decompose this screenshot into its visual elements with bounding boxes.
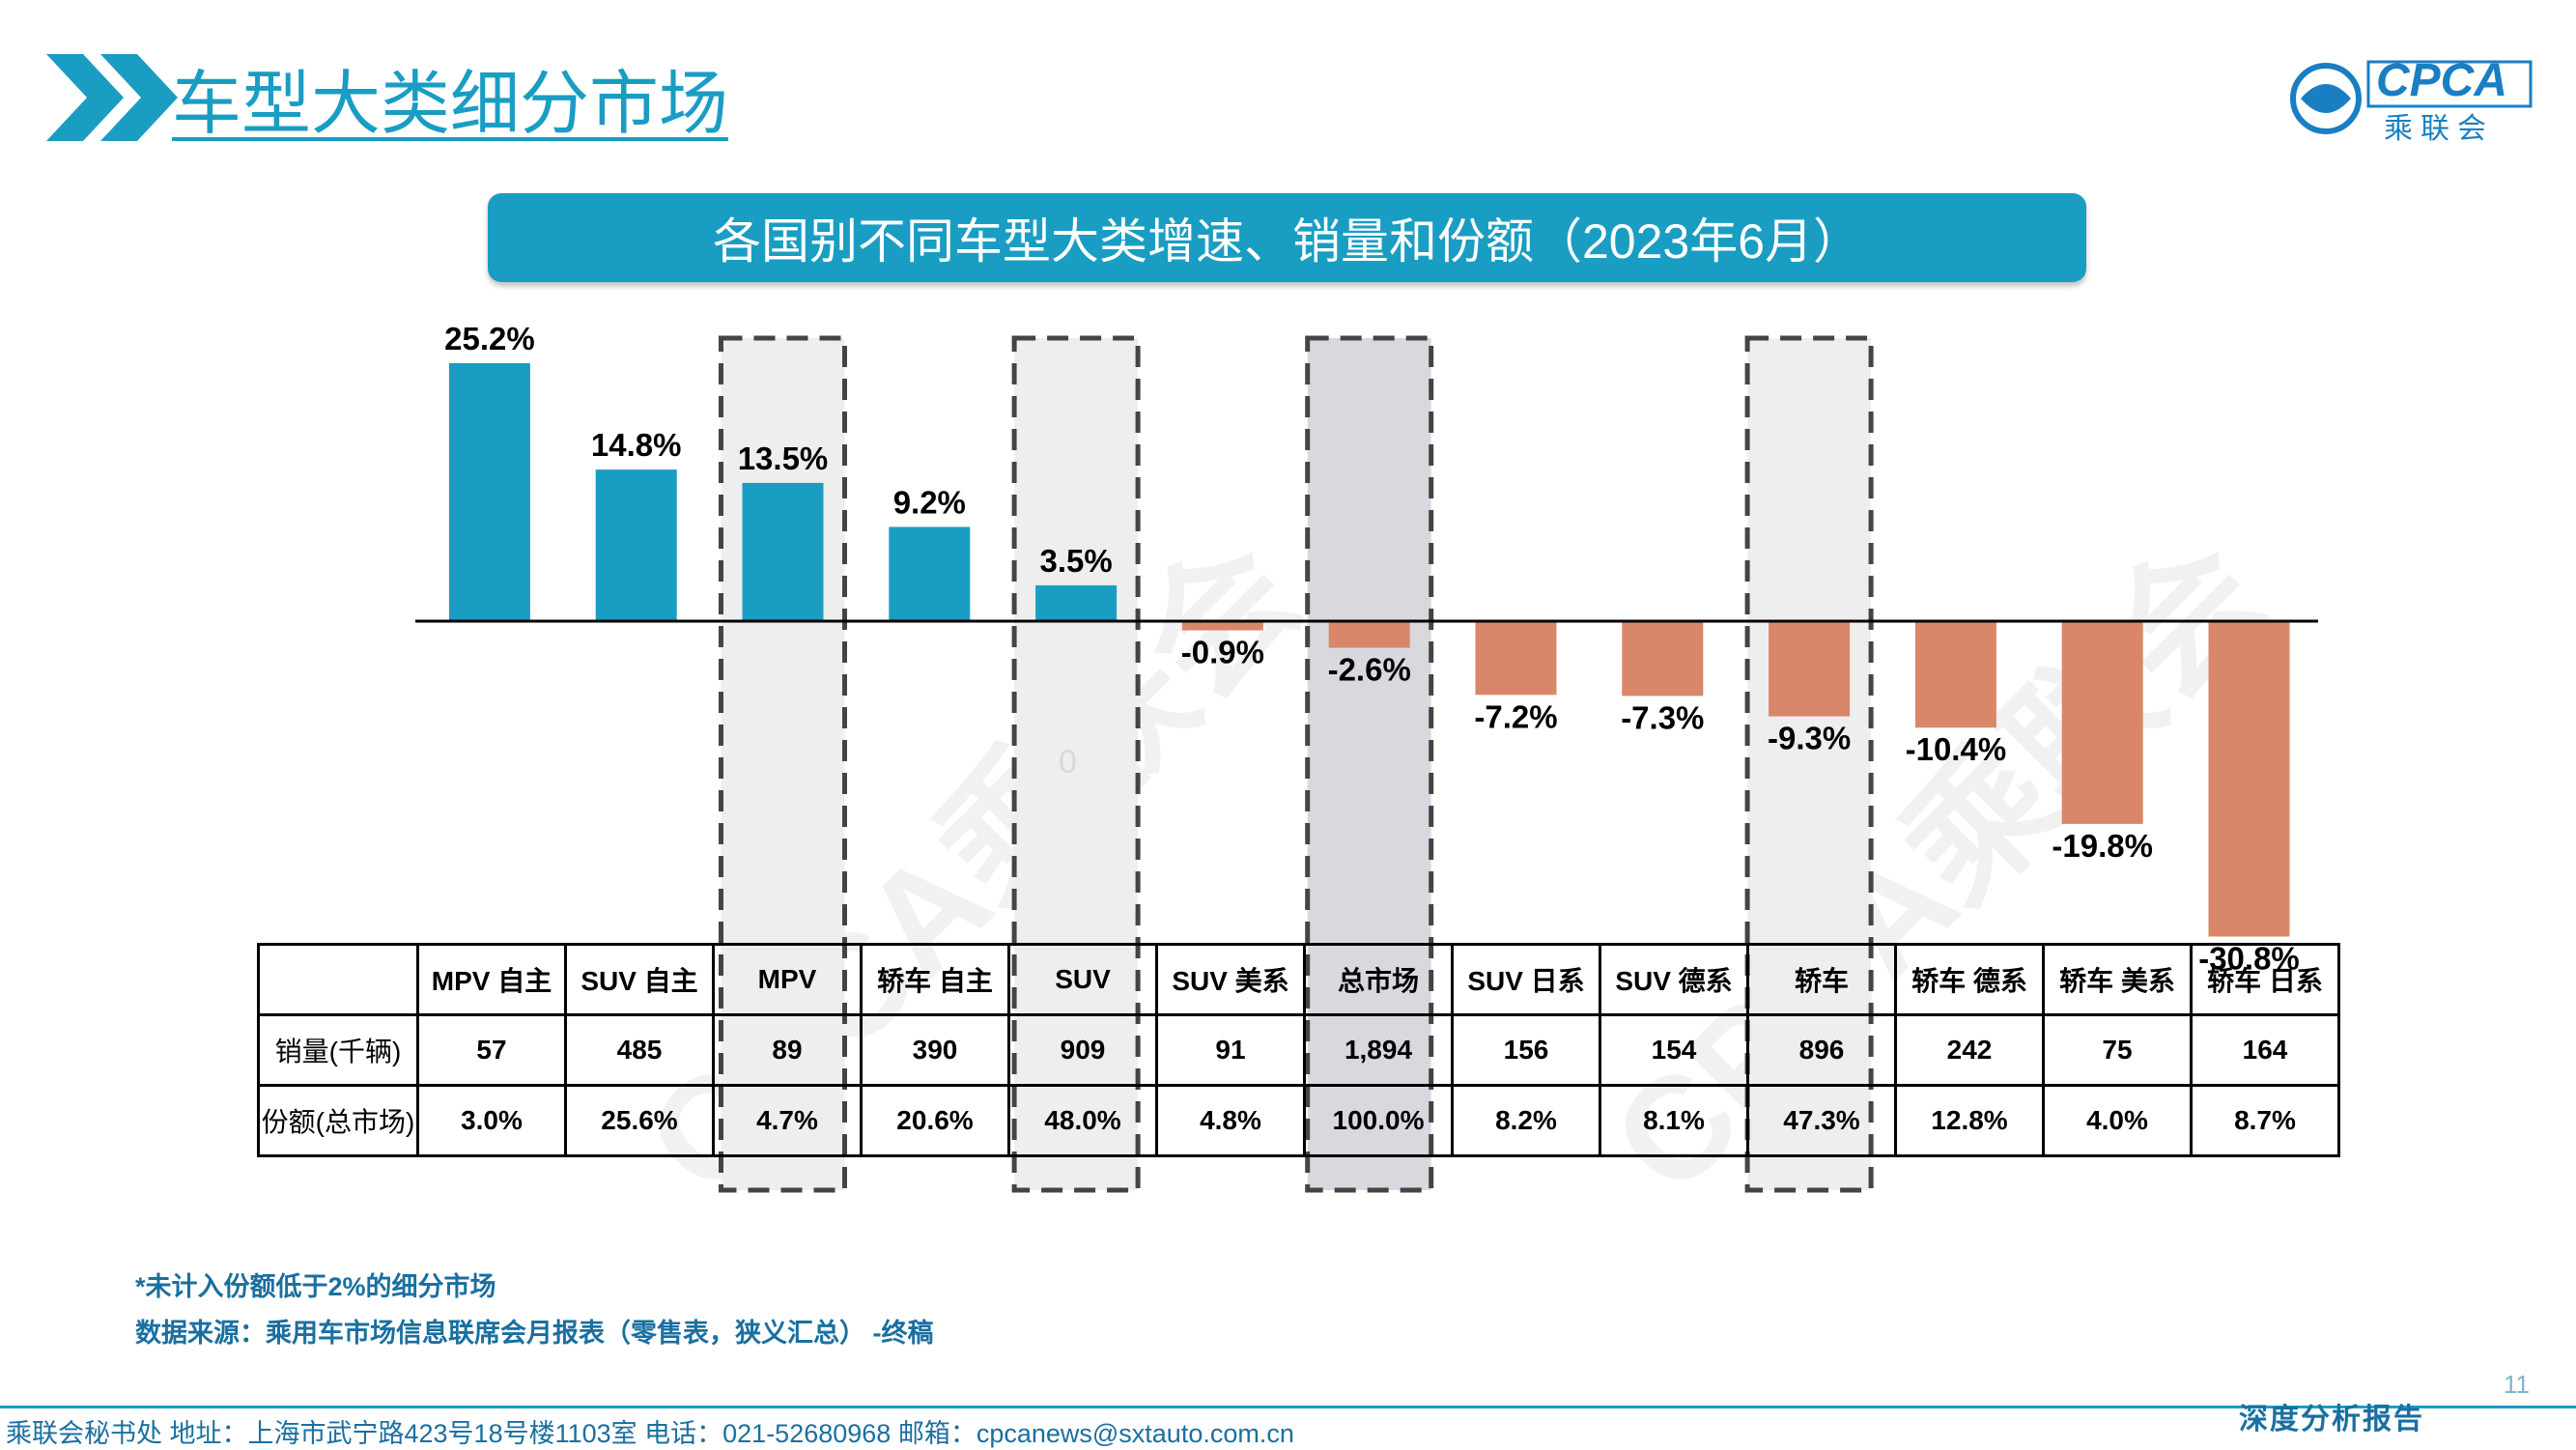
- page-number: 11: [2504, 1370, 2530, 1399]
- table-cell: 12.8%: [1894, 1084, 2045, 1157]
- table-row: 份额(总市场) 3.0% 25.6% 4.7% 20.6% 48.0% 4.8% 100.0%…: [257, 1084, 2340, 1157]
- footer-contact: 乘联会秘书处 地址：上海市武宁路423号18号楼1103室 电话：021-526…: [6, 1419, 1294, 1448]
- table-cell: 909: [1007, 1013, 1158, 1087]
- chart-banner-title: 各国别不同车型大类增速、销量和份额（2023年6月）: [488, 193, 2086, 282]
- bar: [595, 469, 677, 621]
- category-header: 轿车 美系: [2042, 943, 2193, 1016]
- data-label: -7.3%: [1621, 699, 1704, 735]
- bar: [2208, 621, 2290, 937]
- table-cell: 156: [1451, 1013, 1601, 1087]
- category-header: SUV: [1007, 943, 1158, 1016]
- data-label: -0.9%: [1181, 635, 1264, 670]
- footer-divider: [0, 1406, 2576, 1408]
- category-header: MPV 自主: [416, 943, 567, 1016]
- bar: [1622, 621, 1704, 697]
- table-cell: 8.7%: [2190, 1084, 2340, 1157]
- bar: [448, 362, 530, 621]
- category-header: SUV 德系: [1599, 943, 1749, 1016]
- table-cell: 91: [1155, 1013, 1306, 1087]
- table-cell: 154: [1599, 1013, 1749, 1087]
- table-cell: 25.6%: [564, 1084, 715, 1157]
- data-label: 9.2%: [893, 484, 966, 520]
- sales-share-table: MPV 自主 SUV 自主 MPV 轿车 自主 SUV SUV 美系 总市场 SUV 日系 SU…: [257, 943, 2340, 1157]
- table-cell: 57: [416, 1013, 567, 1087]
- table-cell: 3.0%: [416, 1084, 567, 1157]
- logo-text: CPCA: [2376, 55, 2508, 106]
- table-cell: 242: [1894, 1013, 2045, 1087]
- row-label: 销量(千辆): [257, 1013, 419, 1087]
- category-header: 轿车 德系: [1894, 943, 2045, 1016]
- bar: [742, 482, 824, 621]
- bar: [2061, 621, 2143, 824]
- table-header-row: MPV 自主 SUV 自主 MPV 轿车 自主 SUV SUV 美系 总市场 SUV 日系 SU…: [257, 943, 2340, 1016]
- data-label: -10.4%: [1906, 731, 2007, 767]
- logo-chinese-text: 乘联会: [2384, 113, 2494, 145]
- table-cell: 47.3%: [1746, 1084, 1897, 1157]
- header-blank-cell: [257, 943, 419, 1016]
- data-label: -7.2%: [1474, 698, 1557, 734]
- table-cell: 4.8%: [1155, 1084, 1306, 1157]
- zero-mark: 0: [1059, 744, 1077, 781]
- table-cell: 4.7%: [712, 1084, 863, 1157]
- footnote: *未计入份额低于2%的细分市场: [135, 1272, 496, 1301]
- table-cell: 390: [860, 1013, 1010, 1087]
- data-source-note: 数据来源：乘用车市场信息联席会月报表（零售表，狭义汇总） -终稿: [135, 1319, 934, 1348]
- data-label: 3.5%: [1039, 543, 1112, 579]
- table-cell: 8.1%: [1599, 1084, 1749, 1157]
- category-header: SUV 美系: [1155, 943, 1306, 1016]
- table-cell: 48.0%: [1007, 1084, 1158, 1157]
- table-cell: 485: [564, 1013, 715, 1087]
- category-header: 轿车 日系: [2190, 943, 2340, 1016]
- category-header: MPV: [712, 943, 863, 1016]
- category-header: 轿车: [1746, 943, 1897, 1016]
- page-title: 车型大类细分市场: [172, 66, 729, 143]
- category-header: 总市场: [1303, 943, 1454, 1016]
- category-header: SUV 日系: [1451, 943, 1601, 1016]
- data-label: -9.3%: [1768, 721, 1851, 756]
- table-row: 销量(千辆) 57 485 89 390 909 91 1,894 156 154 896 242 75…: [257, 1013, 2340, 1087]
- bar: [1181, 621, 1263, 631]
- table-cell: 89: [712, 1013, 863, 1087]
- table-cell: 75: [2042, 1013, 2193, 1087]
- table-cell: 164: [2190, 1013, 2340, 1087]
- table-cell: 8.2%: [1451, 1084, 1601, 1157]
- table-cell: 4.0%: [2042, 1084, 2193, 1157]
- category-header: 轿车 自主: [860, 943, 1010, 1016]
- table-cell: 1,894: [1303, 1013, 1454, 1087]
- data-label: 13.5%: [738, 441, 829, 476]
- report-label: 深度分析报告: [2239, 1404, 2424, 1436]
- bar: [1475, 621, 1557, 696]
- bar: [1328, 621, 1410, 648]
- bar: [889, 526, 971, 621]
- chevron-arrows-icon: [46, 54, 178, 141]
- data-label: -2.6%: [1328, 652, 1411, 688]
- bar: [1914, 621, 1996, 728]
- category-header: SUV 自主: [564, 943, 715, 1016]
- table-cell: 100.0%: [1303, 1084, 1454, 1157]
- bar: [1035, 584, 1118, 621]
- table-cell: 896: [1746, 1013, 1897, 1087]
- row-label: 份额(总市场): [257, 1084, 419, 1157]
- data-label: -19.8%: [2052, 828, 2153, 864]
- data-label: 14.8%: [591, 427, 682, 463]
- data-label: 25.2%: [444, 321, 535, 356]
- cpca-logo-icon: [2290, 60, 2533, 134]
- bar: [1769, 621, 1851, 717]
- table-cell: 20.6%: [860, 1084, 1010, 1157]
